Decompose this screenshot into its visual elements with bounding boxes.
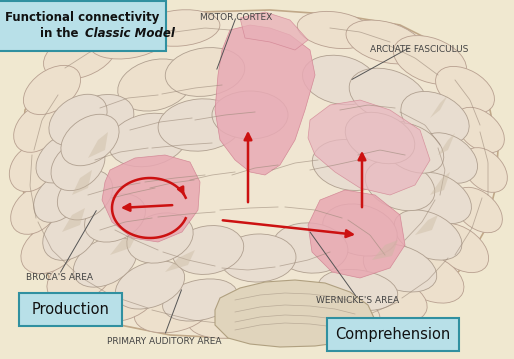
Polygon shape [215, 280, 375, 347]
Ellipse shape [9, 144, 54, 192]
Ellipse shape [43, 210, 97, 260]
Ellipse shape [61, 114, 119, 166]
FancyBboxPatch shape [327, 318, 459, 351]
Ellipse shape [140, 10, 220, 46]
Ellipse shape [212, 91, 288, 139]
Ellipse shape [74, 237, 137, 287]
Polygon shape [110, 232, 138, 255]
Ellipse shape [396, 253, 464, 303]
Polygon shape [415, 215, 438, 235]
Ellipse shape [23, 65, 81, 115]
Ellipse shape [353, 276, 427, 323]
Ellipse shape [220, 234, 296, 282]
Ellipse shape [165, 48, 245, 97]
Ellipse shape [243, 304, 327, 340]
Ellipse shape [108, 113, 188, 167]
Ellipse shape [127, 213, 193, 263]
Ellipse shape [454, 187, 502, 233]
Ellipse shape [409, 172, 471, 224]
Ellipse shape [47, 253, 113, 303]
Ellipse shape [84, 194, 145, 242]
Ellipse shape [88, 17, 172, 59]
Ellipse shape [115, 261, 185, 309]
Text: Production: Production [32, 302, 109, 317]
Polygon shape [20, 10, 498, 338]
Ellipse shape [346, 20, 424, 64]
Text: WERNICKE'S AREA: WERNICKE'S AREA [316, 296, 399, 305]
Ellipse shape [297, 11, 373, 48]
Ellipse shape [14, 104, 62, 152]
Text: MOTOR CORTEX: MOTOR CORTEX [200, 13, 272, 22]
Ellipse shape [172, 225, 244, 274]
Text: Functional connectivity: Functional connectivity [5, 11, 159, 24]
Ellipse shape [215, 290, 295, 326]
Ellipse shape [49, 94, 107, 146]
Ellipse shape [401, 92, 469, 145]
Ellipse shape [349, 68, 427, 122]
Text: in the: in the [40, 27, 82, 39]
Ellipse shape [300, 295, 380, 335]
Text: ARCUATE FASCICULUS: ARCUATE FASCICULUS [370, 45, 468, 54]
Ellipse shape [394, 210, 462, 260]
Polygon shape [102, 155, 200, 242]
Ellipse shape [58, 170, 113, 220]
Ellipse shape [431, 223, 489, 272]
Ellipse shape [418, 133, 478, 183]
Ellipse shape [162, 279, 237, 321]
Ellipse shape [363, 244, 437, 292]
Text: PRIMARY AUDITORY AREA: PRIMARY AUDITORY AREA [107, 337, 222, 346]
Ellipse shape [272, 223, 348, 273]
Ellipse shape [303, 55, 377, 105]
Ellipse shape [66, 94, 134, 145]
Ellipse shape [463, 148, 507, 192]
Polygon shape [372, 240, 398, 260]
Ellipse shape [87, 274, 157, 322]
Ellipse shape [21, 222, 79, 274]
FancyBboxPatch shape [0, 1, 166, 51]
Polygon shape [240, 12, 308, 50]
Text: BROCA'S AREA: BROCA'S AREA [26, 273, 93, 282]
Ellipse shape [394, 36, 467, 84]
Text: Classic Model: Classic Model [85, 27, 175, 39]
Polygon shape [308, 100, 430, 195]
Ellipse shape [435, 66, 494, 113]
Polygon shape [62, 208, 85, 232]
Polygon shape [438, 133, 455, 155]
Ellipse shape [118, 59, 192, 111]
Text: Comprehension: Comprehension [336, 327, 451, 342]
Ellipse shape [11, 186, 59, 234]
Ellipse shape [323, 204, 397, 256]
Ellipse shape [380, 123, 444, 173]
Ellipse shape [158, 99, 242, 151]
Polygon shape [308, 190, 405, 278]
Ellipse shape [135, 291, 210, 333]
Polygon shape [165, 250, 195, 272]
Ellipse shape [313, 140, 388, 191]
Ellipse shape [188, 302, 268, 338]
Polygon shape [88, 132, 108, 158]
Ellipse shape [51, 139, 105, 191]
Polygon shape [430, 172, 450, 195]
FancyBboxPatch shape [19, 293, 122, 326]
Ellipse shape [365, 159, 435, 211]
Ellipse shape [36, 133, 88, 183]
Ellipse shape [455, 107, 504, 153]
Ellipse shape [268, 284, 348, 320]
Polygon shape [215, 25, 315, 175]
Ellipse shape [318, 269, 398, 311]
Polygon shape [72, 170, 92, 195]
Polygon shape [430, 95, 448, 118]
Ellipse shape [44, 31, 117, 79]
Ellipse shape [34, 174, 82, 222]
Ellipse shape [345, 112, 415, 164]
